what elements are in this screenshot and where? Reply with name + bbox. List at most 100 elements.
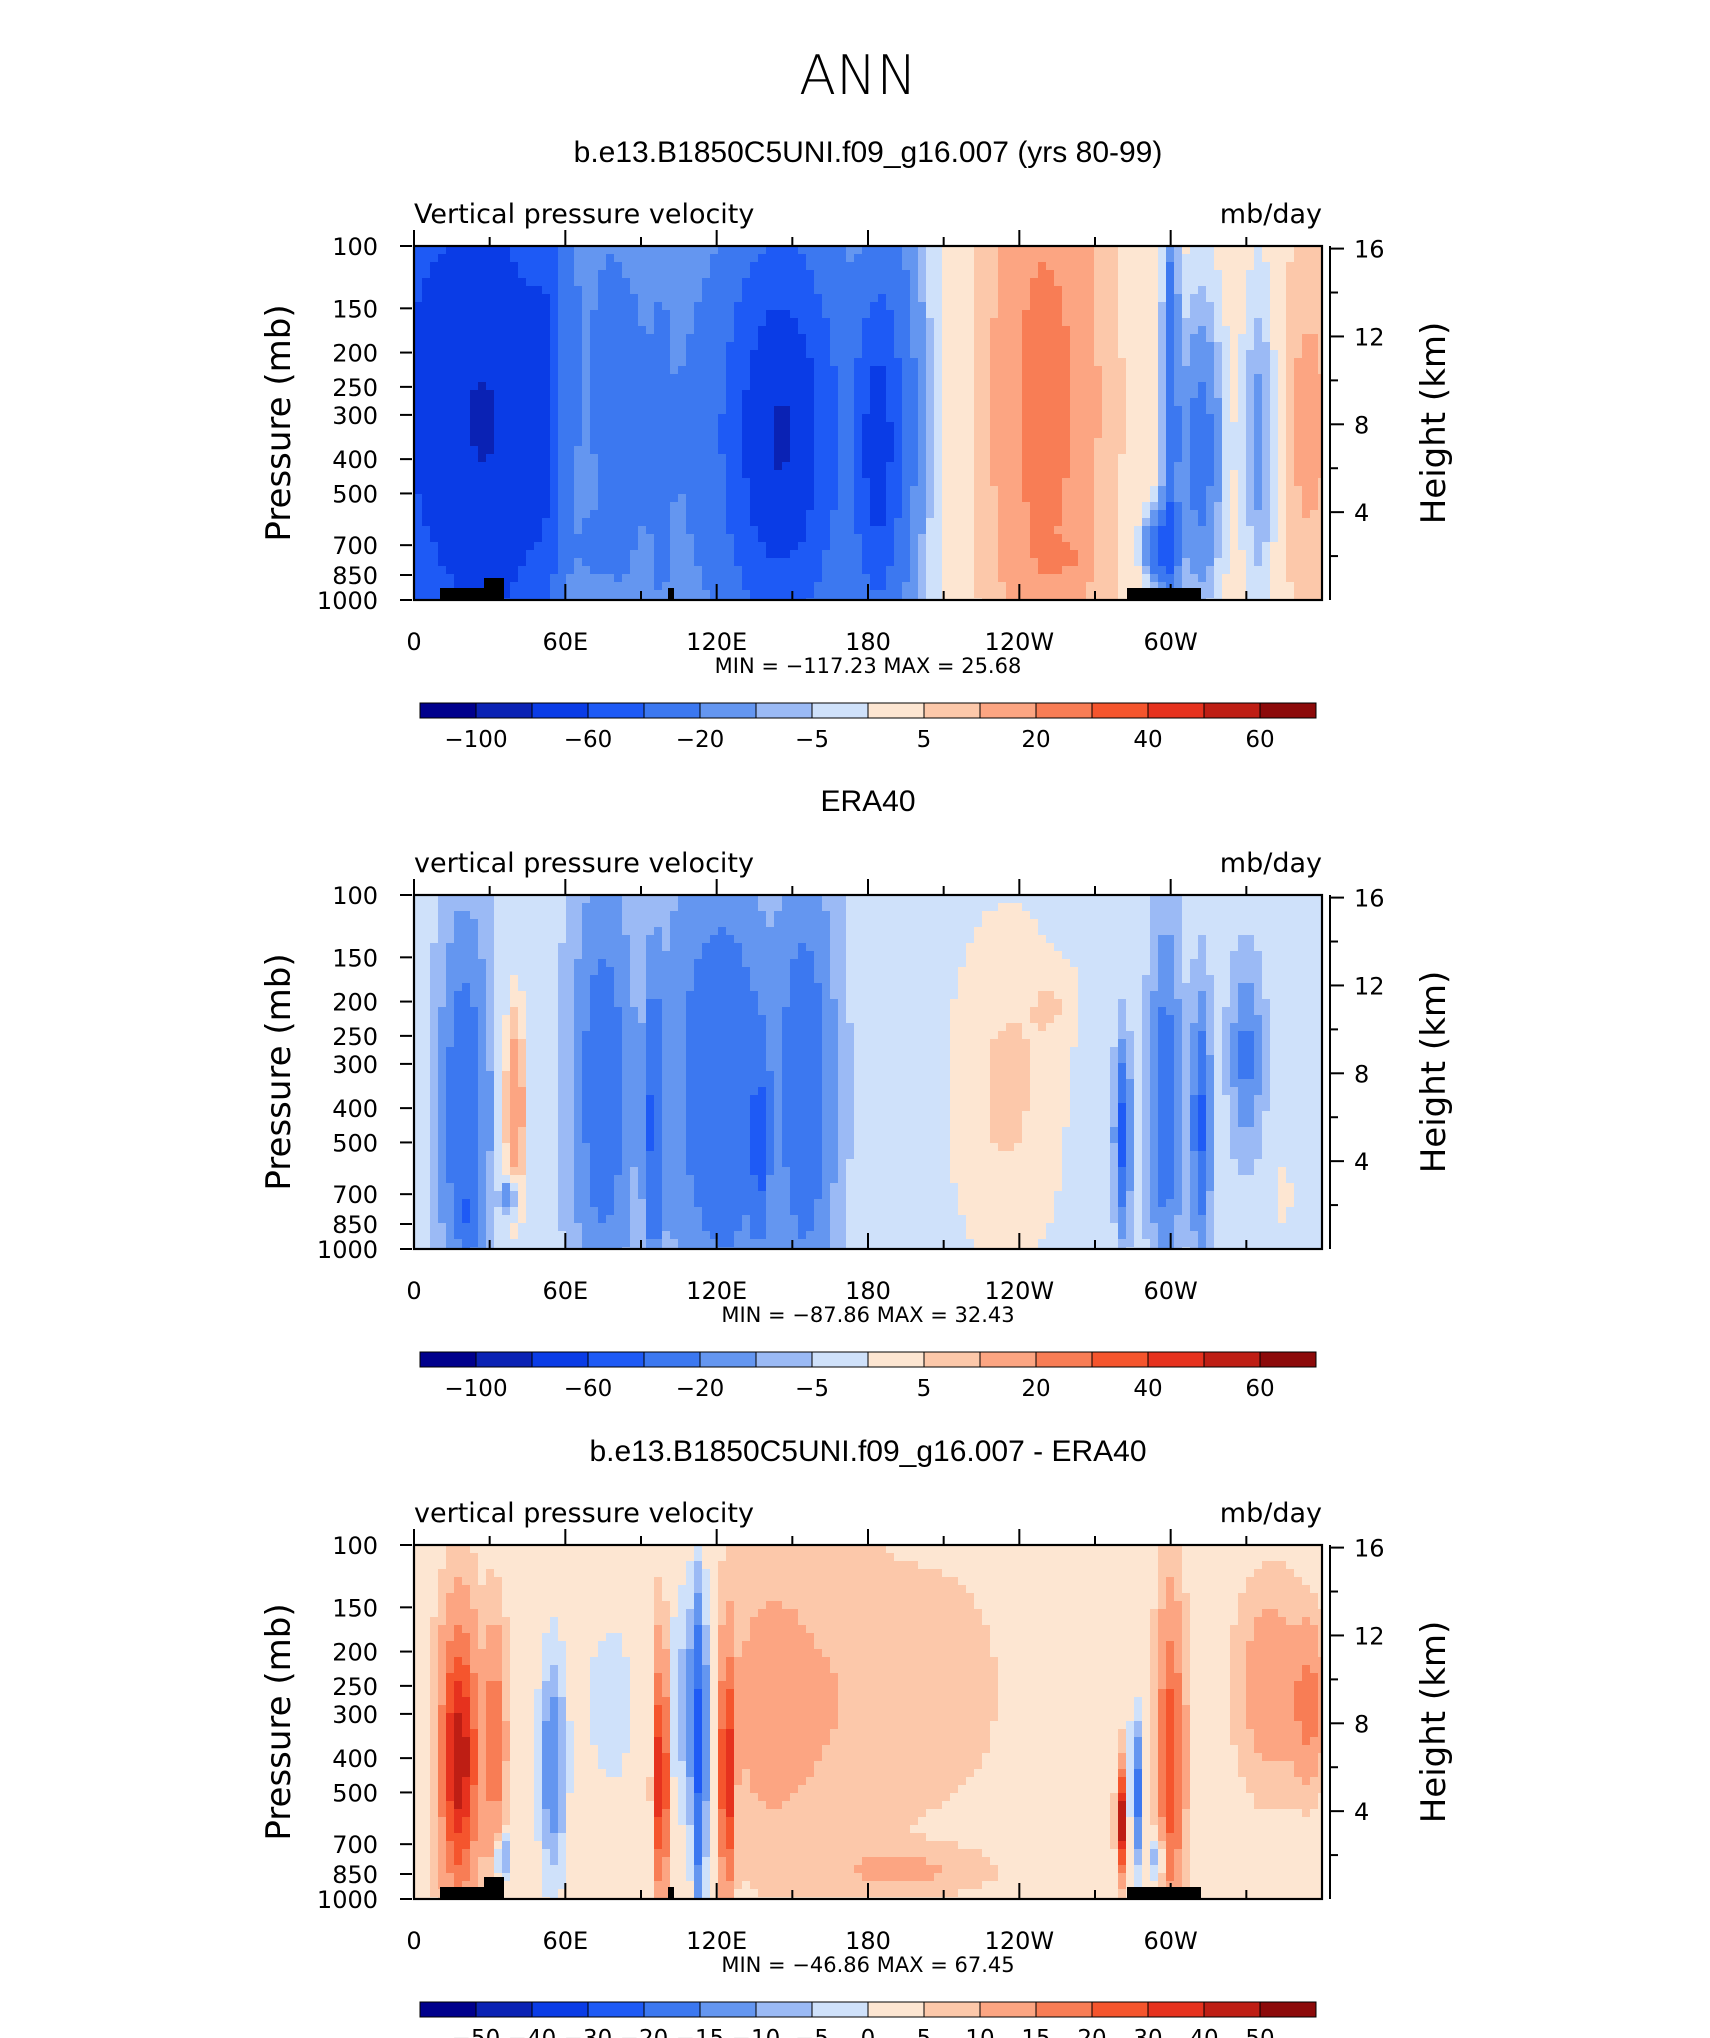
field-cell: [1078, 486, 1087, 495]
field-cell: [1286, 566, 1295, 575]
field-cell: [742, 446, 751, 455]
field-cell: [1046, 438, 1055, 447]
field-cell: [638, 302, 647, 311]
field-cell: [1286, 534, 1295, 543]
field-cell: [1158, 550, 1167, 559]
field-cell: [622, 574, 631, 583]
field-cell: [846, 286, 855, 295]
field-cell: [742, 486, 751, 495]
field-cell: [854, 318, 863, 327]
field-cell: [846, 446, 855, 455]
field-cell: [1286, 478, 1295, 487]
field-cell: [558, 334, 567, 343]
field-cell: [638, 278, 647, 287]
field-cell: [1262, 558, 1271, 567]
field-cell: [574, 478, 583, 487]
field-cell: [1102, 590, 1111, 599]
field-cell: [854, 590, 863, 599]
field-cell: [1006, 454, 1015, 463]
field-cell: [622, 350, 631, 359]
field-cell: [494, 246, 503, 255]
field-cell: [1022, 414, 1031, 423]
field-cell: [518, 526, 527, 535]
field-cell: [622, 502, 631, 511]
field-cell: [1014, 270, 1023, 279]
field-cell: [1078, 302, 1087, 311]
field-cell: [1206, 486, 1215, 495]
field-cell: [486, 454, 495, 463]
field-cell: [422, 366, 431, 375]
field-cell: [766, 286, 775, 295]
field-cell: [1254, 310, 1263, 319]
field-cell: [654, 478, 663, 487]
field-cell: [1142, 438, 1151, 447]
field-cell: [830, 558, 839, 567]
field-cell: [806, 286, 815, 295]
field-cell: [1102, 470, 1111, 479]
field-cell: [702, 254, 711, 263]
field-cell: [598, 366, 607, 375]
field-cell: [854, 254, 863, 263]
field-cell: [870, 574, 879, 583]
field-cell: [718, 558, 727, 567]
field-cell: [886, 406, 895, 415]
field-cell: [878, 318, 887, 327]
field-cell: [854, 446, 863, 455]
field-cell: [1102, 310, 1111, 319]
field-cell: [622, 278, 631, 287]
field-cell: [1278, 390, 1287, 399]
field-cell: [1158, 374, 1167, 383]
field-cell: [1126, 494, 1135, 503]
field-cell: [814, 342, 823, 351]
field-cell: [1294, 342, 1303, 351]
field-cell: [1022, 438, 1031, 447]
field-cell: [590, 350, 599, 359]
field-cell: [494, 550, 503, 559]
field-cell: [1038, 462, 1047, 471]
field-cell: [646, 526, 655, 535]
field-cell: [726, 286, 735, 295]
field-cell: [542, 526, 551, 535]
field-cell: [822, 326, 831, 335]
field-cell: [566, 358, 575, 367]
field-cell: [542, 406, 551, 415]
field-cell: [838, 462, 847, 471]
field-cell: [550, 438, 559, 447]
field-cell: [502, 542, 511, 551]
field-cell: [670, 318, 679, 327]
field-cell: [606, 526, 615, 535]
field-cell: [1214, 526, 1223, 535]
field-cell: [542, 246, 551, 255]
field-cell: [1094, 550, 1103, 559]
field-cell: [1190, 334, 1199, 343]
field-cell: [486, 278, 495, 287]
field-cell: [862, 318, 871, 327]
field-cell: [414, 486, 423, 495]
field-cell: [510, 358, 519, 367]
field-cell: [414, 510, 423, 519]
field-cell: [702, 430, 711, 439]
field-cell: [870, 358, 879, 367]
field-cell: [942, 302, 951, 311]
field-cell: [974, 430, 983, 439]
field-cell: [686, 566, 695, 575]
field-cell: [414, 470, 423, 479]
field-cell: [1102, 478, 1111, 487]
field-cell: [670, 246, 679, 255]
field-cell: [1102, 550, 1111, 559]
field-cell: [550, 326, 559, 335]
field-cell: [734, 566, 743, 575]
field-cell: [902, 286, 911, 295]
field-cell: [1174, 366, 1183, 375]
field-cell: [894, 446, 903, 455]
field-cell: [1262, 454, 1271, 463]
field-cell: [446, 478, 455, 487]
field-cell: [734, 510, 743, 519]
field-cell: [966, 574, 975, 583]
field-cell: [726, 462, 735, 471]
field-cell: [910, 270, 919, 279]
field-cell: [654, 246, 663, 255]
field-cell: [1150, 478, 1159, 487]
field-cell: [438, 366, 447, 375]
field-cell: [638, 318, 647, 327]
